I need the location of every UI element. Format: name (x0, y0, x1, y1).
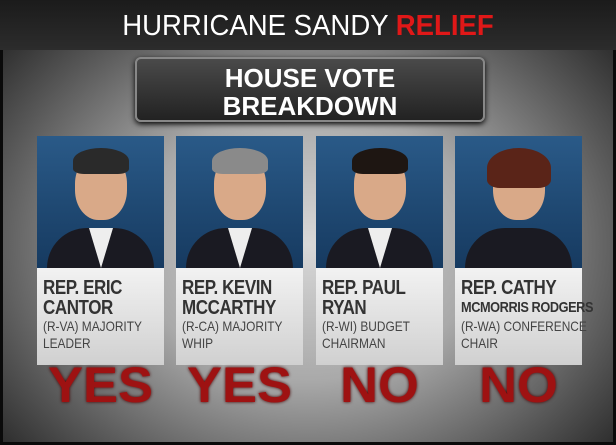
member-name: MCMORRIS RODGERS (461, 299, 594, 316)
member-role: CHAIR (461, 335, 499, 351)
member-card: REP. CATHY MCMORRIS RODGERS (R-WA) CONFE… (455, 136, 594, 365)
member-name: REP. CATHY (461, 277, 557, 299)
member-vote: NO (340, 357, 419, 413)
headline-text: HURRICANE SANDY (122, 10, 389, 42)
member-photo (455, 136, 582, 268)
member-card: REP. KEVIN MCCARTHY (R-CA) MAJORITY WHIP (176, 136, 303, 365)
subtitle-line-2: BREAKDOWN (222, 91, 398, 121)
member-info: REP. KEVIN MCCARTHY (R-CA) MAJORITY WHIP (176, 268, 303, 365)
member-info: REP. PAUL RYAN (R-WI) BUDGET CHAIRMAN (316, 268, 443, 365)
member-role: LEADER (43, 335, 91, 351)
member-name: MCCARTHY (182, 297, 276, 319)
member-name: REP. PAUL (322, 277, 406, 299)
member-vote: YES (47, 357, 154, 413)
member-role: CHAIRMAN (322, 335, 386, 351)
member-name: CANTOR (43, 297, 113, 319)
member-info: REP. ERIC CANTOR (R-VA) MAJORITY LEADER (37, 268, 164, 365)
headline-highlight: RELIEF (395, 10, 494, 42)
member-photo (37, 136, 164, 268)
member-name: REP. ERIC (43, 277, 123, 299)
member-role: (R-WA) CONFERENCE (461, 318, 587, 334)
member-info: REP. CATHY MCMORRIS RODGERS (R-WA) CONFE… (455, 268, 594, 365)
member-role: (R-CA) MAJORITY (182, 318, 283, 334)
member-role: (R-VA) MAJORITY (43, 318, 142, 334)
member-photo (316, 136, 443, 268)
member-card: REP. PAUL RYAN (R-WI) BUDGET CHAIRMAN (316, 136, 443, 365)
member-card: REP. ERIC CANTOR (R-VA) MAJORITY LEADER (37, 136, 164, 365)
member-vote: YES (186, 357, 293, 413)
title-bar (0, 0, 616, 50)
member-photo (176, 136, 303, 268)
member-role: (R-WI) BUDGET (322, 318, 410, 334)
member-role: WHIP (182, 335, 214, 351)
headline: HURRICANE SANDY RELIEF (15, 10, 600, 43)
subtitle-line-1: HOUSE VOTE (224, 63, 396, 93)
member-vote: NO (479, 357, 558, 413)
member-name: RYAN (322, 297, 367, 319)
member-name: REP. KEVIN (182, 277, 272, 299)
subtitle-box: HOUSE VOTE BREAKDOWN (135, 57, 485, 122)
